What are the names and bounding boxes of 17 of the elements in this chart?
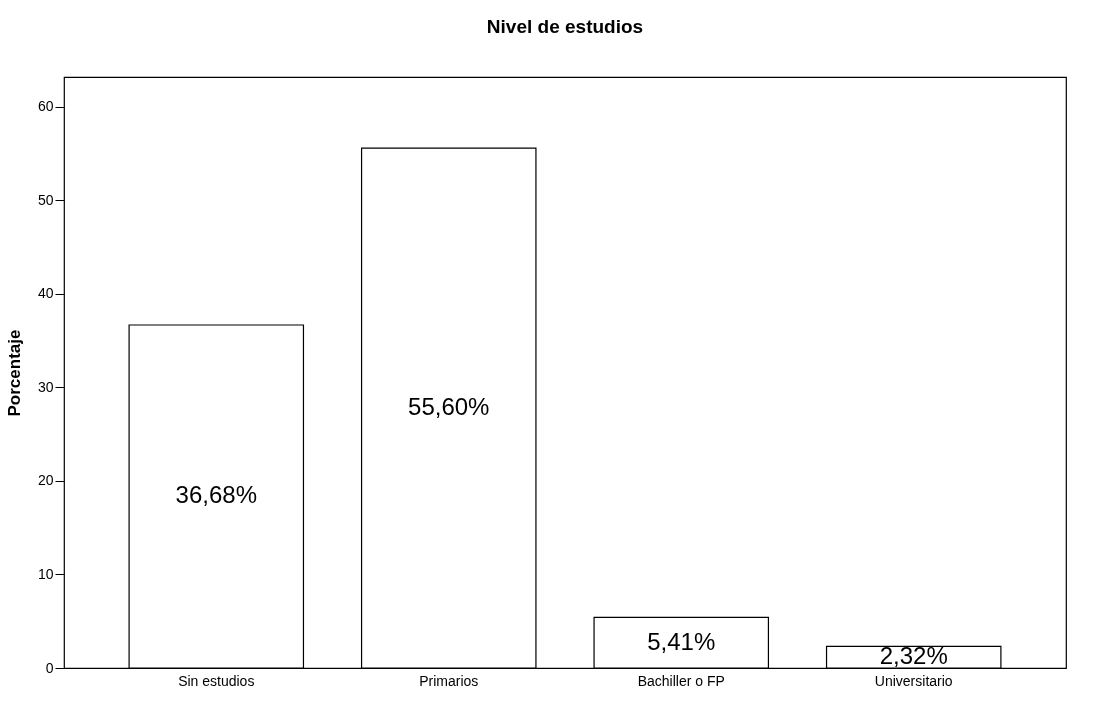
y-tick-label: 30 <box>37 378 54 395</box>
y-tick-label: 50 <box>37 191 54 208</box>
y-tick-label: 40 <box>37 285 54 302</box>
chart-title: Nivel de estudios <box>486 16 644 37</box>
y-tick-label: 10 <box>37 565 54 582</box>
x-tick-label: Bachiller o FP <box>637 672 725 689</box>
data-label: 55,60% <box>408 393 490 421</box>
y-tick-label: 0 <box>45 659 54 676</box>
x-tick-label: Universitario <box>874 672 953 689</box>
y-axis-title: Porcentaje <box>4 329 24 417</box>
y-tick-label: 20 <box>37 472 54 489</box>
data-label: 36,68% <box>175 481 257 509</box>
data-label: 2,32% <box>879 642 948 670</box>
y-tick-label: 60 <box>37 98 54 115</box>
x-tick-label: Sin estudios <box>178 672 255 689</box>
data-label: 5,41% <box>647 627 716 655</box>
x-tick-label: Primarios <box>419 672 479 689</box>
